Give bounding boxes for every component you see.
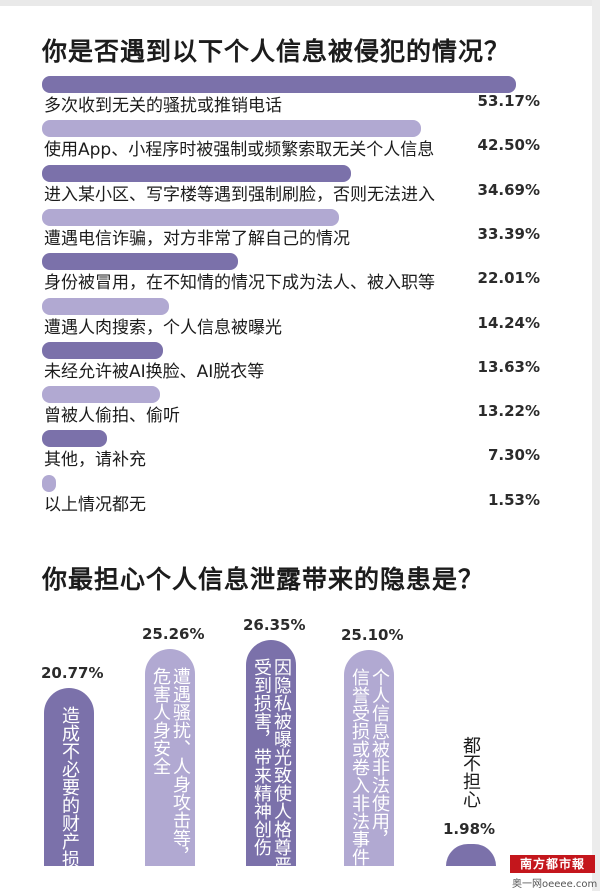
hbar-label-1: 使用App、小程序时被强制或频繁索取无关个人信息 [44,140,435,161]
vbar-label-3: 个人信息被非法使用， 信誉受损或卷入非法事件 [349,668,390,867]
hbar-8 [42,430,108,448]
hbar-label-3: 遭遇电信诈骗，对方非常了解自己的情况 [44,228,350,249]
vbar-label-3-col-0: 个人信息被非法使用， [369,668,390,849]
hbar-5 [42,297,169,315]
vbar-0 [44,687,94,866]
hbar-label-2: 进入某小区、写字楼等遇到强制刷脸，否则无法进入 [44,184,435,205]
vbar-label-4-col-0: 都不担心 [460,736,481,808]
hbar-value-1: 42.50% [477,136,540,155]
vbar-1 [145,648,195,866]
hbar-label-8: 其他，请补充 [44,450,146,471]
newspaper-logo: 南方都市報 [510,855,595,873]
vbar-value-1: 25.26% [142,624,205,643]
chart-1-title: 你是否遇到以下个人信息被侵犯的情况？ [42,37,511,66]
hbar-label-5: 遭遇人肉搜索，个人信息被曝光 [44,317,282,338]
hbar-value-8: 7.30% [487,446,540,465]
hbar-label-7: 曾被人偷拍、偷听 [44,406,180,427]
chart-2-title: 你最担心个人信息泄露带来的隐患是？ [42,565,485,594]
vbar-3 [344,650,394,866]
vbar-label-1-col-0: 遭遇骚扰、人身攻击等， [170,666,191,865]
hbar-value-4: 22.01% [477,269,540,288]
hbar-9 [42,474,56,492]
vbar-label-2-col-0: 因隐私被曝光致使人格尊严 [271,657,292,874]
hbar-value-9: 1.53% [487,490,540,509]
hbar-label-4: 身份被冒用，在不知情的情况下成为法人、被入职等 [44,273,435,294]
hbar-value-3: 33.39% [477,224,540,243]
vbar-label-0: 造成不必要的财产损失 [59,705,80,886]
hbar-value-6: 13.63% [477,357,540,376]
hbar-1 [42,120,421,138]
logo-subtitle: 奥一网oeeee.com [512,879,598,890]
hbar-value-5: 14.24% [477,313,540,332]
hbar-7 [42,386,160,404]
hbar-value-0: 53.17% [477,92,540,110]
vbar-label-2-col-1: 受到损害，带来精神创伤 [251,657,272,856]
hbar-label-9: 以上情况都无 [44,494,146,515]
right-border [592,0,600,891]
hbar-6 [42,341,164,359]
top-border [0,0,600,6]
vbar-label-4: 都不担心 [460,736,481,808]
hbar-0 [42,76,516,93]
hbar-2 [42,164,352,182]
hbar-label-0: 多次收到无关的骚扰或推销电话 [44,96,282,116]
vbar-label-1: 遭遇骚扰、人身攻击等， 危害人身安全 [150,666,191,865]
hbar-label-6: 未经允许被AI换脸、AI脱衣等 [44,361,265,382]
hbar-value-2: 34.69% [477,180,540,199]
vbar-label-1-col-1: 危害人身安全 [150,666,171,775]
vbar-2 [246,639,296,866]
hbar-4 [42,253,239,271]
hbar-value-7: 13.22% [477,402,540,421]
vbar-value-2: 26.35% [243,615,306,634]
vbar-value-4: 1.98% [443,820,496,838]
vbar-value-0: 20.77% [41,663,104,682]
hbar-3 [42,208,340,226]
vbar-label-3-col-1: 信誉受损或卷入非法事件 [349,668,370,867]
vbar-label-2: 因隐私被曝光致使人格尊严 受到损害，带来精神创伤 [251,657,292,874]
vbar-label-0-col-0: 造成不必要的财产损失 [59,705,80,886]
vbar-4 [446,844,496,866]
vbar-value-3: 25.10% [341,626,404,645]
